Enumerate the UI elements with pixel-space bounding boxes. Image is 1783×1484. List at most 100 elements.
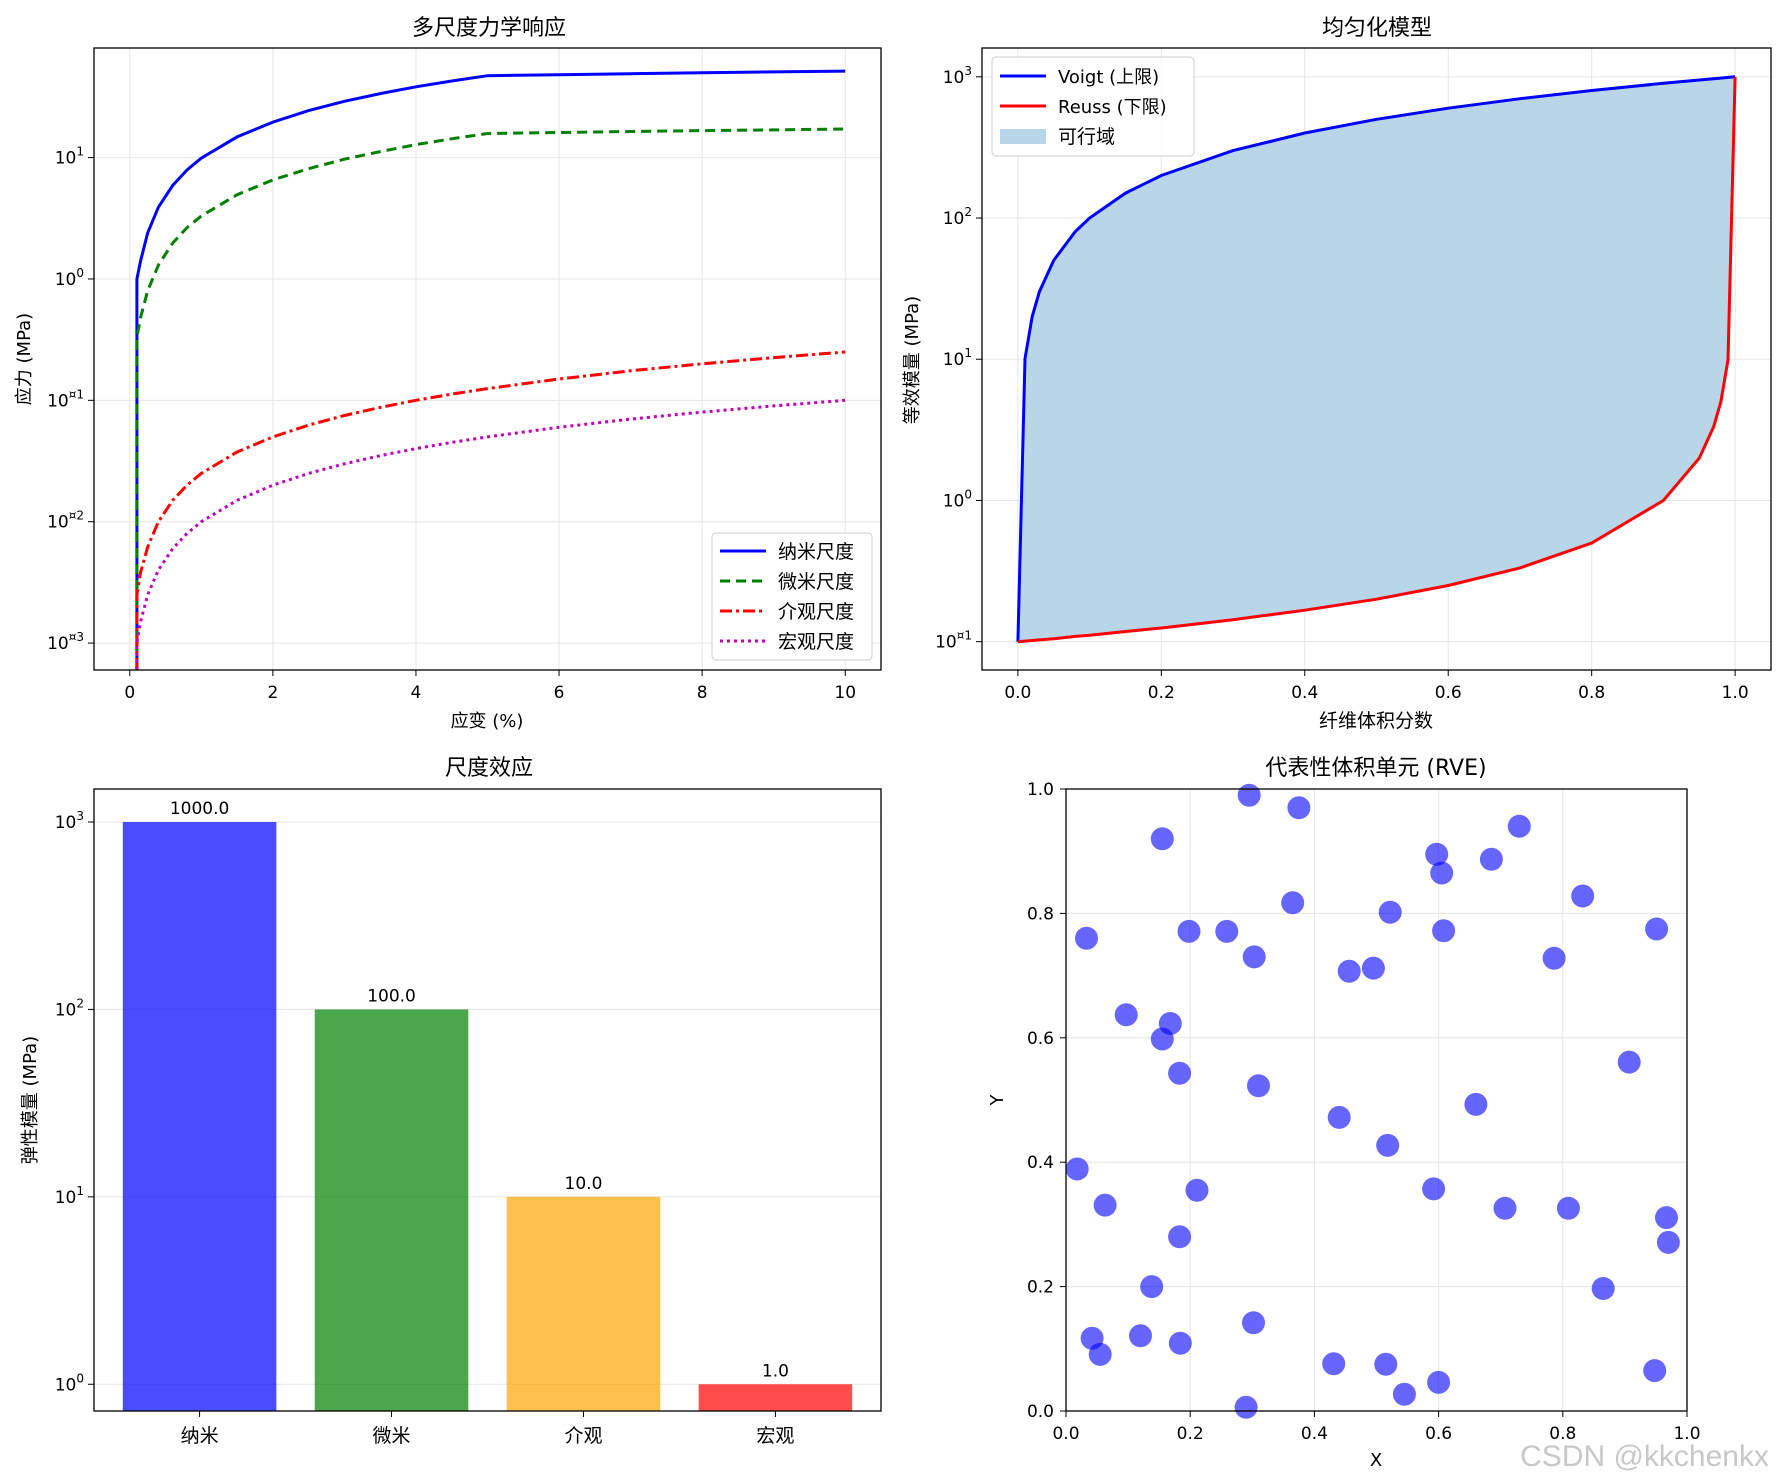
plot-area: 1000.0 100.0 10.0 1.0: [122, 799, 853, 1411]
bar-value-label: 100.0: [367, 986, 416, 1006]
axis-ticks: 0.0 0.2 0.4 0.6 0.8 1.0 10¤1 100 101 102 103: [935, 64, 1749, 703]
scatter-point: [1150, 827, 1174, 851]
legend-label-micro: 微米尺度: [778, 571, 854, 593]
series-line-voigt: [1016, 75, 1736, 642]
plot-area: [1016, 75, 1737, 644]
legend-label-feasible: 可行域: [1058, 126, 1115, 148]
scatter-point: [1432, 919, 1456, 943]
grid: [1065, 788, 1688, 1412]
y-axis-label: Y: [987, 1094, 1008, 1107]
bar: [506, 1196, 661, 1411]
legend-swatch-feasible: [1000, 129, 1046, 144]
y-tick-label: 0.6: [1027, 1029, 1054, 1049]
scatter-point: [1093, 1193, 1117, 1217]
scatter-point: [1427, 1370, 1451, 1394]
scatter-point: [1493, 1196, 1517, 1220]
scatter-point: [1361, 956, 1385, 980]
series-line-2: [135, 350, 846, 670]
legend-label-meso: 介观尺度: [778, 601, 854, 623]
x-tick-label: 0.6: [1425, 1424, 1452, 1444]
series-line-0: [135, 69, 846, 670]
y-tick-label: 103: [55, 809, 84, 833]
chart-title: 均匀化模型: [1322, 16, 1432, 41]
scatter-point: [1571, 884, 1595, 908]
scatter-point: [1234, 1395, 1258, 1419]
x-tick-label: 宏观: [756, 1425, 794, 1447]
plot-area: [1065, 783, 1680, 1419]
y-tick-label: 0.2: [1027, 1278, 1054, 1298]
scatter-point: [1643, 1359, 1667, 1383]
plot-area: [135, 69, 846, 670]
scatter-point: [1645, 917, 1669, 941]
y-tick-label: 0.0: [1027, 1402, 1054, 1422]
y-tick-label: 100: [55, 1371, 84, 1395]
scatter-point: [1591, 1277, 1615, 1300]
legend-label-reuss: Reuss (下限): [1058, 97, 1167, 118]
x-tick-label: 0.4: [1291, 683, 1318, 703]
x-tick-label: 1.0: [1722, 683, 1749, 703]
y-axis-label: 应力 (MPa): [14, 313, 35, 405]
bar: [122, 822, 277, 1411]
scatter-point: [1656, 1230, 1680, 1254]
scatter-point: [1617, 1050, 1641, 1074]
x-tick-label: 0.0: [1004, 683, 1031, 703]
scatter-point: [1464, 1092, 1488, 1116]
scatter-point: [1337, 959, 1361, 983]
series-line-1: [135, 127, 846, 670]
scatter-point: [1168, 1225, 1192, 1249]
chart-multiscale-response: 多尺度力学响应 0 2 4 6 8 10 10¤3 10¤2 10¤1 100 101 应变 (%)…: [14, 16, 882, 732]
scatter-point: [1150, 1027, 1174, 1051]
x-tick-label: 8: [697, 683, 708, 703]
scatter-point: [1507, 814, 1531, 838]
scatter-point: [1247, 1074, 1270, 1098]
y-tick-label: 10¤1: [935, 629, 972, 653]
chart-rve: 代表性体积单元 (RVE) 0.0 0.2 0.4 0.6 0.8 1.00.00.20.…: [987, 756, 1701, 1471]
legend-label-voigt: Voigt (上限): [1058, 67, 1159, 88]
x-tick-label: 0.4: [1301, 1424, 1328, 1444]
bar-value-label: 1000.0: [170, 799, 229, 819]
y-tick-label: 103: [943, 64, 972, 88]
x-tick-label: 0.8: [1578, 683, 1605, 703]
bar: [698, 1384, 853, 1411]
x-tick-label: 纳米: [181, 1425, 219, 1447]
scatter-point: [1376, 1133, 1400, 1157]
x-tick-label: 介观: [564, 1425, 602, 1447]
scatter-point: [1114, 1003, 1138, 1027]
scatter-point: [1392, 1382, 1416, 1406]
legend-label-macro: 宏观尺度: [778, 631, 854, 653]
series-line-3: [135, 398, 846, 670]
scatter-point: [1425, 842, 1449, 866]
x-tick-label: 2: [267, 683, 278, 703]
axis-ticks: 100 101 102 103 纳米 微米 介观 宏观: [55, 809, 795, 1447]
scatter-point: [1281, 891, 1305, 915]
chart-title: 多尺度力学响应: [412, 16, 566, 41]
watermark: CSDN @kkchenkx: [1520, 1440, 1769, 1473]
axis-ticks: 0.0 0.2 0.4 0.6 0.8 1.0 0.0 0.2 0.4 0.6 0.8 1.0: [1027, 780, 1701, 1444]
scatter-point: [1322, 1352, 1346, 1376]
scatter-point: [1168, 1331, 1192, 1355]
scatter-point: [1237, 783, 1261, 807]
y-tick-label: 10¤1: [47, 387, 84, 411]
x-axis-label: 应变 (%): [451, 711, 524, 732]
x-tick-label: 0.6: [1435, 683, 1462, 703]
axis-ticks: 0 2 4 6 8 10 10¤3 10¤2 10¤1 100 101: [47, 145, 856, 703]
scatter-point: [1140, 1275, 1164, 1299]
y-tick-label: 10¤2: [47, 509, 84, 533]
scatter-point: [1378, 900, 1402, 924]
y-axis-label: 等效模量 (MPa): [902, 296, 923, 424]
scatter-point: [1374, 1352, 1398, 1376]
x-axis-label: 纤维体积分数: [1319, 710, 1433, 732]
x-tick-label: 10: [834, 683, 856, 703]
y-tick-label: 100: [55, 266, 84, 290]
y-tick-label: 0.8: [1027, 904, 1054, 924]
bar-value-label: 10.0: [565, 1174, 603, 1194]
x-tick-label: 0.0: [1052, 1424, 1079, 1444]
scatter-point: [1242, 1311, 1265, 1335]
x-tick-label: 0.8: [1549, 1424, 1576, 1444]
x-tick-label: 1.0: [1673, 1424, 1700, 1444]
axes-frame: [93, 47, 882, 671]
x-tick-label: 6: [554, 683, 565, 703]
scatter-point: [1556, 1196, 1580, 1220]
x-tick-label: 微米: [373, 1425, 411, 1447]
feasible-region: [1017, 76, 1736, 642]
